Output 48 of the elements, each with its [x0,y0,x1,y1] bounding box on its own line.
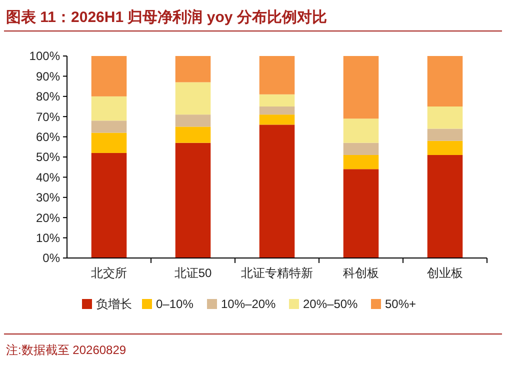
bar [175,114,211,127]
bar [259,56,295,94]
bar [91,120,127,133]
bar [91,132,127,153]
legend-label: 10%–20% [221,297,276,312]
bar [91,152,127,258]
bar [175,82,211,115]
bar [427,140,463,155]
y-tick-label: 40% [36,170,60,184]
bar [343,56,379,119]
bar [175,126,211,143]
bar [259,94,295,106]
bar [427,128,463,141]
bar [343,142,379,155]
text: 注:数据截至 20260829 [6,343,126,357]
chart-title: 图表 11：2026H1 归母净利润 yoy 分布比例对比 [6,8,327,26]
legend-label: 50%+ [385,297,416,312]
bar [91,56,127,96]
y-tick-label: 80% [36,90,60,104]
legend-label: 负增长 [96,297,132,312]
bar [427,106,463,129]
bar [259,114,295,125]
bar [259,106,295,115]
legend-label: 0–10% [156,297,194,312]
bar [259,124,295,258]
y-tick-label: 70% [36,110,60,124]
y-tick-label: 90% [36,69,60,84]
bar [427,154,463,258]
y-tick-label: 100% [29,49,60,64]
x-tick-label: 创业板 [427,266,463,280]
y-tick-label: 10% [36,231,60,245]
legend-label: 20%–50% [303,297,358,312]
x-tick-label: 北证专精特新 [241,266,313,280]
y-tick-label: 20% [36,210,60,225]
y-tick-label: 0% [42,251,60,266]
bar [343,169,379,258]
x-tick-label: 北证50 [174,266,212,280]
y-tick-label: 30% [36,190,60,205]
x-tick-label: 科创板 [343,266,379,280]
x-tick-label: 北交所 [91,266,127,280]
y-tick-label: 50% [36,150,60,164]
bar [91,96,127,121]
bar [343,154,379,170]
bar [343,118,379,143]
y-tick-label: 60% [36,130,60,144]
bar [427,56,463,106]
bar [175,142,211,258]
bar [175,56,211,82]
